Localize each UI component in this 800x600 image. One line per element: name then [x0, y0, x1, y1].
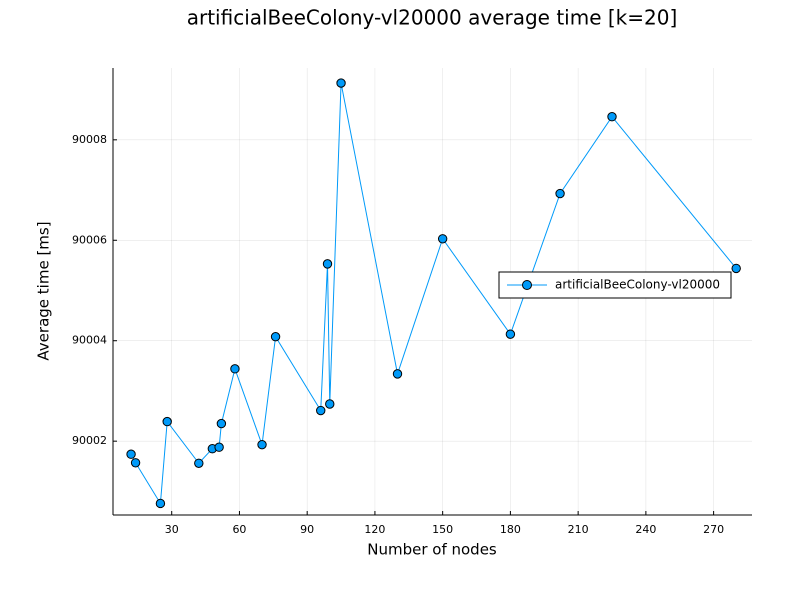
data-point — [216, 418, 227, 429]
x-tick-label: 240 — [635, 523, 656, 536]
x-tick-label: 90 — [300, 523, 314, 536]
x-tick-label: 210 — [568, 523, 589, 536]
x-tick-label: 150 — [432, 523, 453, 536]
data-point — [322, 259, 333, 269]
x-tick-label: 120 — [364, 523, 385, 536]
data-point — [126, 449, 136, 459]
data-point — [194, 458, 204, 468]
y-tick-label: 90008 — [72, 133, 107, 146]
series-points — [126, 78, 741, 509]
y-tick-label: 90006 — [72, 233, 107, 246]
x-tick-label: 180 — [500, 523, 521, 536]
y-axis-label: Average time [ms] — [35, 221, 53, 360]
x-tick-label: 30 — [165, 523, 179, 536]
x-axis-label: Number of nodes — [367, 541, 497, 559]
x-tick-label: 60 — [232, 523, 246, 536]
data-point — [555, 188, 565, 199]
data-point — [731, 263, 741, 274]
y-tick-label: 90004 — [72, 334, 107, 347]
data-point — [155, 498, 166, 509]
data-point — [130, 458, 141, 468]
x-tick-label: 270 — [703, 523, 724, 536]
data-point — [162, 416, 172, 427]
y-tick-label: 90002 — [72, 434, 107, 447]
data-point — [257, 439, 267, 450]
chart-title: artificialBeeColony-vl20000 average time… — [187, 6, 678, 30]
y-axis-ticks: 90002 90004 90006 90008 — [72, 133, 117, 447]
data-point — [607, 112, 617, 122]
data-point — [270, 332, 281, 342]
x-axis-ticks: 30 60 90 120 150 180 210 240 270 — [165, 511, 724, 536]
data-point — [336, 78, 346, 88]
data-point — [316, 405, 326, 416]
data-point — [214, 442, 224, 452]
data-point — [392, 369, 403, 379]
legend: artificialBeeColony-vl20000 — [498, 271, 732, 299]
legend-marker — [522, 280, 532, 290]
data-point — [505, 329, 516, 339]
data-point — [325, 399, 335, 409]
data-point — [230, 364, 240, 374]
legend-label: artificialBeeColony-vl20000 — [555, 278, 720, 292]
data-point — [437, 234, 448, 244]
